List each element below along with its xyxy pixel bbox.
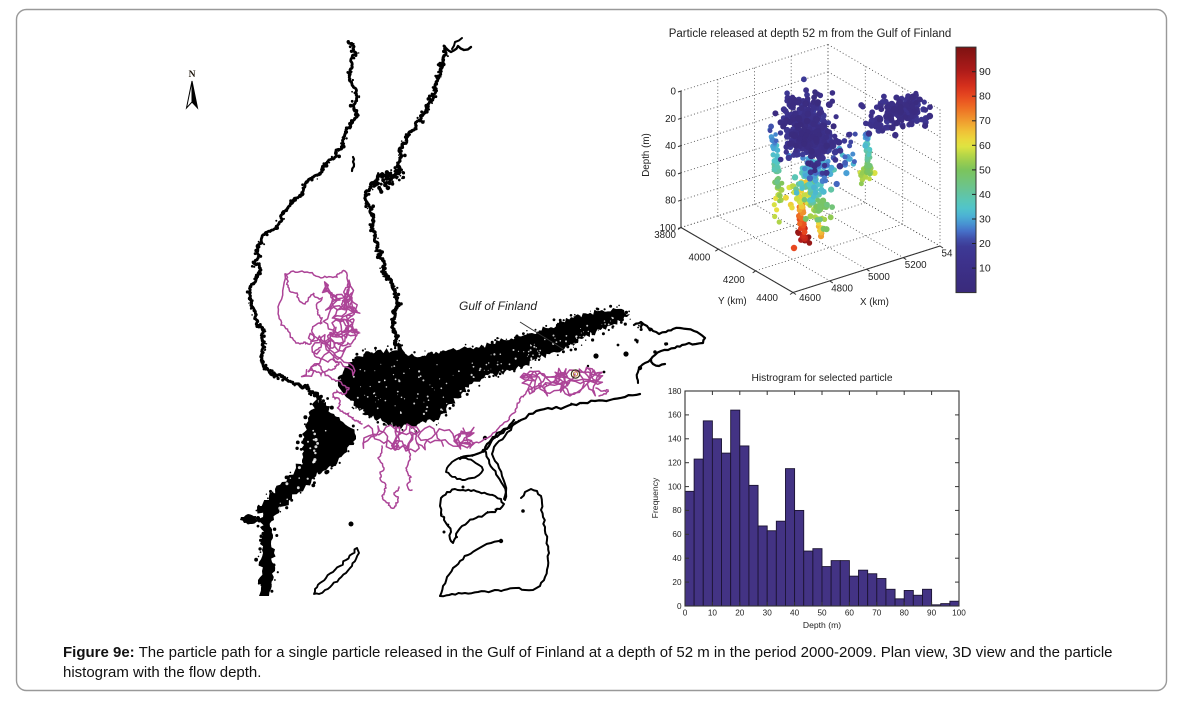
svg-text:90: 90	[979, 66, 991, 78]
svg-text:120: 120	[668, 459, 682, 468]
svg-text:0: 0	[671, 87, 677, 98]
svg-text:100: 100	[668, 482, 682, 491]
svg-text:10: 10	[979, 263, 991, 275]
svg-text:Depth (m): Depth (m)	[641, 133, 652, 177]
svg-text:Frequency: Frequency	[650, 477, 660, 518]
svg-text:60: 60	[672, 530, 682, 539]
svg-text:20: 20	[672, 578, 682, 587]
svg-text:20: 20	[979, 238, 991, 250]
svg-text:histogram with the flow depth.: histogram with the flow depth.	[63, 664, 261, 681]
svg-text:70: 70	[872, 609, 882, 618]
svg-text:40: 40	[672, 554, 682, 563]
svg-text:50: 50	[979, 164, 991, 176]
svg-text:100: 100	[660, 223, 677, 234]
svg-text:160: 160	[668, 411, 682, 420]
svg-text:N: N	[189, 70, 196, 80]
svg-text:5200: 5200	[905, 260, 927, 271]
svg-text:5000: 5000	[868, 272, 890, 283]
svg-text:Figure 9e: The particle path f: Figure 9e: The particle path for a singl…	[63, 644, 1113, 661]
svg-text:60: 60	[845, 609, 855, 618]
svg-text:20: 20	[665, 114, 676, 125]
svg-text:60: 60	[979, 140, 991, 152]
svg-text:40: 40	[979, 189, 991, 201]
svg-text:Histrogram for selected partic: Histrogram for selected particle	[752, 373, 893, 384]
svg-text:40: 40	[665, 141, 676, 152]
svg-text:3800: 3800	[654, 230, 676, 241]
svg-text:X (km): X (km)	[860, 297, 889, 308]
svg-text:4000: 4000	[689, 253, 711, 264]
svg-text:0: 0	[677, 602, 682, 611]
svg-text:40: 40	[790, 609, 800, 618]
svg-text:80: 80	[665, 196, 676, 207]
svg-text:90: 90	[927, 609, 937, 618]
svg-text:80: 80	[672, 506, 682, 515]
svg-text:80: 80	[900, 609, 910, 618]
svg-text:100: 100	[952, 609, 966, 618]
svg-text:Gulf of Finland: Gulf of Finland	[459, 299, 537, 313]
svg-text:70: 70	[979, 115, 991, 127]
svg-text:50: 50	[817, 609, 827, 618]
svg-text:4400: 4400	[756, 293, 778, 304]
svg-text:4200: 4200	[723, 275, 745, 286]
svg-text:80: 80	[979, 91, 991, 103]
svg-text:30: 30	[979, 214, 991, 226]
svg-text:180: 180	[668, 387, 682, 396]
svg-text:4600: 4600	[799, 293, 821, 304]
svg-text:4800: 4800	[831, 283, 853, 294]
svg-text:0: 0	[683, 609, 688, 618]
svg-text:Particle released at depth 52: Particle released at depth 52 m from the…	[669, 28, 952, 40]
svg-text:30: 30	[763, 609, 773, 618]
svg-text:140: 140	[668, 435, 682, 444]
svg-text:Depth (m): Depth (m)	[803, 620, 841, 630]
svg-text:20: 20	[735, 609, 745, 618]
svg-text:60: 60	[665, 168, 676, 179]
svg-text:54: 54	[942, 249, 953, 260]
svg-text:10: 10	[708, 609, 718, 618]
svg-text:Y (km): Y (km)	[718, 296, 747, 307]
